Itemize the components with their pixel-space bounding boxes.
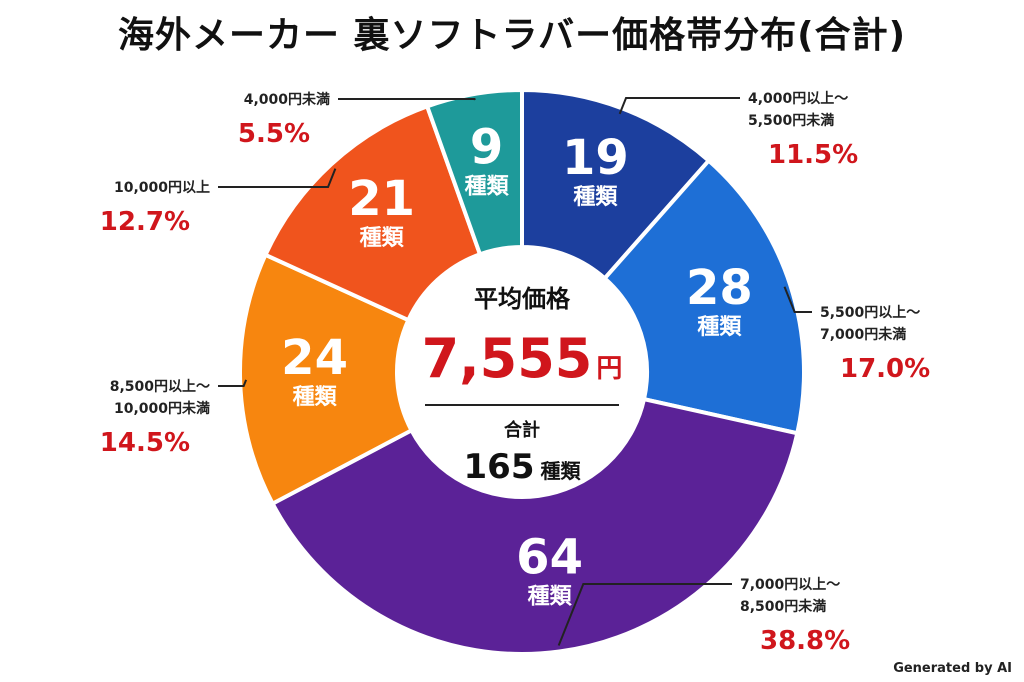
center-total: 165 種類 xyxy=(464,447,582,487)
leader-line xyxy=(218,168,337,188)
segment-unit: 種類 xyxy=(465,175,510,200)
segment-percent-label: 14.5% xyxy=(100,428,190,458)
segment-category-label: 7,000円以上～ xyxy=(740,577,840,593)
center-summary: 平均価格 7,555 円 合計 165 種類 xyxy=(422,285,623,487)
segment-category-label: 5,500円以上～ xyxy=(820,305,920,321)
leader-line xyxy=(218,379,248,387)
segment-percent-label: 12.7% xyxy=(100,207,190,237)
center-total-label: 合計 xyxy=(504,419,540,441)
segment-unit: 種類 xyxy=(360,226,405,251)
segment-count: 19 xyxy=(562,130,629,186)
segment-count: 24 xyxy=(281,330,348,386)
segment-percent-label: 17.0% xyxy=(840,354,930,384)
center-average-label: 平均価格 xyxy=(474,285,571,313)
donut-segment xyxy=(238,252,415,507)
segment-unit: 種類 xyxy=(697,315,742,340)
donut-segment xyxy=(269,396,800,656)
leader-line xyxy=(783,286,812,313)
generated-by-credit: Generated by AI xyxy=(893,661,1012,676)
donut-segment xyxy=(262,103,483,323)
segment-percent-label: 5.5% xyxy=(238,119,310,149)
chart-title: 海外メーカー 裏ソフトラバー価格帯分布(合計) xyxy=(117,15,907,56)
segment-count: 28 xyxy=(686,260,753,316)
segment-category-label: 4,000円未満 xyxy=(244,91,330,108)
segment-category-label: 10,000円未満 xyxy=(114,400,210,417)
segment-count: 64 xyxy=(516,530,583,586)
leader-line xyxy=(618,97,740,115)
segment-category-label: 8,500円以上～ xyxy=(110,379,210,395)
segment-labels: 4,000円以上～ 5,500円未満 11.5% 5,500円以上～ 7,000円未満 1… xyxy=(100,91,930,656)
donut-segment xyxy=(601,157,806,436)
segment-category-label: 5,500円未満 xyxy=(748,112,834,129)
leader-line xyxy=(557,583,732,646)
segment-category-label: 4,000円以上～ xyxy=(748,91,848,107)
leader-lines xyxy=(218,97,812,646)
segment-percent-label: 11.5% xyxy=(768,140,858,170)
segment-percent-label: 38.8% xyxy=(760,626,850,656)
segment-category-label: 8,500円未満 xyxy=(740,598,826,615)
donut-segment xyxy=(520,87,712,282)
segment-category-label: 10,000円以上 xyxy=(114,180,210,196)
segment-count: 21 xyxy=(348,171,415,227)
segment-count: 9 xyxy=(470,120,503,176)
segment-unit: 種類 xyxy=(293,385,338,410)
segment-unit: 種類 xyxy=(528,585,573,610)
leader-line xyxy=(338,98,476,101)
center-average-price: 7,555 円 xyxy=(422,327,623,390)
segment-unit: 種類 xyxy=(573,185,618,210)
segment-category-label: 7,000円未満 xyxy=(820,326,906,343)
